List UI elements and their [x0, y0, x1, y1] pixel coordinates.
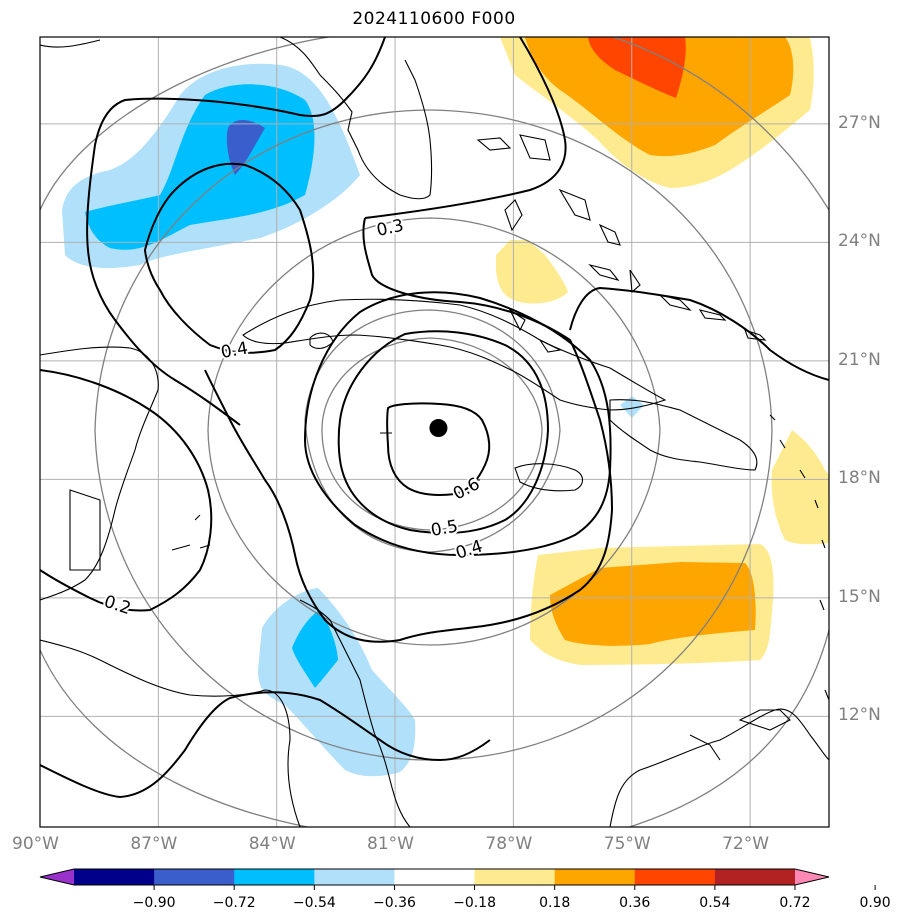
- colorbar-tick-label-0: −0.90: [132, 895, 176, 911]
- contour-label-0.5: 0.5: [429, 517, 459, 541]
- coast-jamaica: [514, 463, 584, 492]
- lat-label-1: 24°N: [838, 231, 881, 252]
- shade-orange-atlantic: [525, 37, 794, 157]
- gray-contour-ring-5b: [610, 37, 829, 211]
- gray-contour-ring-5: [40, 37, 333, 211]
- colorbar-segment-5: [474, 869, 556, 885]
- negative-shading: [62, 63, 644, 777]
- gray-contour-ring-5d: [626, 629, 829, 827]
- contour-0.2: [40, 369, 213, 612]
- coast-cuba: [242, 298, 667, 411]
- lon-label-1: 87°W: [130, 834, 178, 854]
- colorbar-segment-4: [394, 869, 476, 885]
- gray-contour-ring-3: [207, 217, 661, 646]
- colorbar-tick-label-4: −0.18: [453, 895, 496, 911]
- black-contours: [40, 37, 829, 799]
- coast-yucatan-central-america: [40, 346, 411, 827]
- shade-yellow-lesser-antilles: [771, 430, 829, 545]
- lat-label-3: 18°N: [838, 468, 881, 489]
- coast-hispaniola: [609, 399, 758, 471]
- colorbar-extend-low: [40, 869, 74, 885]
- coast-honduras-islands: [171, 514, 211, 551]
- colorbar-segment-1: [154, 869, 235, 885]
- storm-center-marker: [429, 419, 448, 438]
- colorbar-tick-label-9: 0.90: [859, 895, 891, 911]
- contour-0.5: [337, 330, 550, 534]
- lon-label-5: 75°W: [603, 834, 651, 854]
- coast-florida-gulf: [40, 37, 433, 200]
- colorbar-segment-2: [234, 869, 315, 885]
- colorbar-segment-3: [314, 869, 395, 885]
- coast-lesser-antilles: [769, 414, 829, 701]
- colorbar-extend-high: [795, 869, 829, 885]
- map-title: 2024110600 F000: [352, 9, 516, 29]
- contour-0.6: [386, 402, 491, 496]
- contour-label-0.4-gulf: 0.4: [219, 339, 249, 363]
- contour-south: [40, 691, 491, 799]
- shade-orange-caribbean: [550, 562, 756, 646]
- lat-label-0: 27°N: [838, 112, 881, 133]
- colorbar-segment-0: [74, 869, 155, 885]
- colorbar-tick-label-5: 0.18: [539, 895, 571, 911]
- lon-label-4: 78°W: [485, 834, 533, 854]
- lon-label-6: 72°W: [722, 834, 770, 854]
- contour-0.4-gulf: [143, 162, 315, 354]
- lat-label-4: 15°N: [838, 586, 881, 607]
- contour-0.3-east: [569, 286, 829, 381]
- shade-yellow-bahamas: [496, 240, 568, 304]
- shade-blue-light-central-america: [258, 588, 416, 777]
- lon-label-3: 81°W: [367, 834, 414, 854]
- colorbar-segment-6: [554, 869, 636, 885]
- map-plot-area: 0.3 0.4 0.6 0.5 0.4 0.2: [40, 37, 829, 827]
- contour-0.4: [303, 291, 612, 557]
- contour-0.3-gulf: [86, 37, 386, 426]
- colorbar: [39, 868, 876, 890]
- colorbar-tick-label-7: 0.54: [699, 895, 731, 911]
- positive-shading: [496, 37, 829, 665]
- colorbar-tick-label-8: 0.72: [779, 895, 811, 911]
- colorbar-segment-8: [714, 869, 796, 885]
- contour-label-0.2: 0.2: [101, 592, 133, 619]
- shade-red-atlantic: [588, 37, 686, 98]
- lon-label-0: 90°W: [12, 834, 59, 854]
- coast-south-america: [609, 708, 829, 827]
- colorbar-tick-label-3: −0.36: [372, 895, 416, 911]
- lon-label-2: 84°W: [248, 834, 296, 854]
- colorbar-tick-label-6: 0.36: [619, 895, 651, 911]
- gray-contour-ring-2: [304, 309, 561, 553]
- colorbar-segment-7: [634, 869, 716, 885]
- gray-contour-ring-4: [94, 109, 773, 761]
- colorbar-outline: [39, 868, 830, 886]
- gray-contour-ring-5c: [40, 649, 312, 827]
- contour-0.3: [204, 37, 614, 643]
- coastlines: [40, 37, 829, 827]
- lat-label-2: 21°N: [838, 349, 881, 370]
- coast-bahamas: [476, 134, 767, 353]
- colorbar-tick-label-1: −0.72: [212, 895, 256, 911]
- map-frame: [39, 36, 830, 828]
- shade-blue-mid-central-america: [292, 610, 338, 688]
- colorbar-tick-label-2: −0.54: [292, 895, 336, 911]
- lat-label-5: 12°N: [838, 705, 881, 726]
- contour-label-0.3: 0.3: [375, 216, 406, 241]
- shade-blue-dark-gulf: [226, 120, 265, 175]
